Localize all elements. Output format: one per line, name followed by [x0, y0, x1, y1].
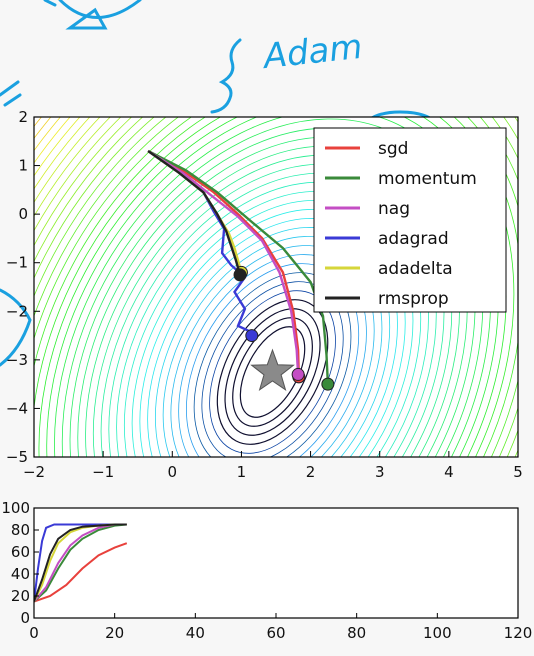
series-path-momentum — [147, 149, 330, 385]
y-tick-label: −5 — [6, 448, 28, 466]
annotation-brace-icon — [210, 38, 242, 114]
contour-ring — [232, 317, 313, 427]
contour-ring — [224, 308, 321, 436]
y-tick-label: −2 — [6, 302, 28, 320]
legend-box — [313, 127, 507, 313]
y-tick-label: −3 — [6, 351, 28, 369]
annotation-triangle-icon — [43, 0, 142, 30]
x-tick-label: 5 — [513, 463, 523, 481]
series-endpoint-rmsprop — [233, 268, 247, 282]
sub-axis-ticks: 0 20 40 60 80 100 120 100 80 60 40 20 0 — [1, 499, 532, 642]
series-endpoint-momentum — [321, 377, 335, 391]
series-path-sgd — [147, 149, 300, 377]
sub-y-tick-label: 0 — [20, 609, 30, 627]
sub-x-tick-label: 0 — [29, 624, 39, 642]
sub-series-path — [34, 523, 127, 602]
y-tick-label: 2 — [18, 108, 28, 126]
series-path-nag — [147, 149, 300, 375]
contour-ring — [38, 117, 507, 457]
minimum-star-icon — [250, 348, 295, 392]
x-tick-label: 3 — [375, 463, 385, 481]
y-tick-label: 1 — [18, 157, 28, 175]
sub-x-tick-label: 120 — [504, 624, 533, 642]
legend-label-adagrad: adagrad — [378, 229, 449, 249]
sub-series-path — [34, 542, 128, 603]
sub-y-tick-label: 40 — [11, 565, 30, 583]
legend-label-momentum: momentum — [378, 169, 477, 189]
legend-label-rmsprop: rmsprop — [378, 289, 449, 309]
sub-y-tick-label: 80 — [11, 521, 30, 539]
y-tick-label: −1 — [6, 254, 28, 272]
x-tick-label: 2 — [306, 463, 316, 481]
sub-y-tick-label: 20 — [11, 587, 30, 605]
sub-x-tick-label: 20 — [105, 624, 124, 642]
main-plot-frame — [33, 116, 519, 458]
series-endpoint-nag — [291, 367, 305, 381]
x-tick-label: −1 — [92, 463, 114, 481]
x-tick-label: 0 — [168, 463, 178, 481]
sub-x-tick-label: 60 — [266, 624, 285, 642]
optimizer-paths — [147, 149, 335, 392]
annotation-left-scribble-icon — [0, 80, 32, 367]
sub-chart: 0 20 40 60 80 100 120 100 80 60 40 20 0 — [1, 499, 532, 642]
y-tick-label: −4 — [6, 399, 28, 417]
sub-x-tick-label: 80 — [347, 624, 366, 642]
series-path-rmsprop — [147, 150, 242, 276]
contour-ring — [46, 117, 499, 457]
legend-label-nag: nag — [378, 199, 410, 219]
sub-y-tick-label: 100 — [1, 499, 30, 517]
main-axis-ticks: −2 −1 0 1 2 3 4 5 2 1 0 −1 −2 −3 −4 −5 — [6, 108, 523, 481]
x-tick-label: 1 — [237, 463, 247, 481]
sub-y-tick-label: 60 — [11, 543, 30, 561]
x-tick-label: −2 — [23, 463, 45, 481]
sub-series-path — [34, 523, 127, 603]
x-tick-label: 4 — [444, 463, 454, 481]
sub-series-path — [34, 523, 127, 602]
legend-label-sgd: sgd — [378, 139, 408, 159]
handwritten-adam-label: Adam — [260, 27, 364, 77]
contour-ring — [216, 299, 329, 445]
legend: sgd momentum nag adagrad adadelta rmsprop — [313, 127, 507, 313]
sub-x-tick-label: 100 — [423, 624, 452, 642]
y-tick-label: 0 — [18, 205, 28, 223]
legend-label-adadelta: adadelta — [378, 259, 453, 279]
contour-ring — [54, 117, 491, 457]
sub-x-tick-label: 40 — [186, 624, 205, 642]
accuracy-curves — [34, 523, 128, 603]
series-endpoint-adagrad — [245, 329, 259, 343]
